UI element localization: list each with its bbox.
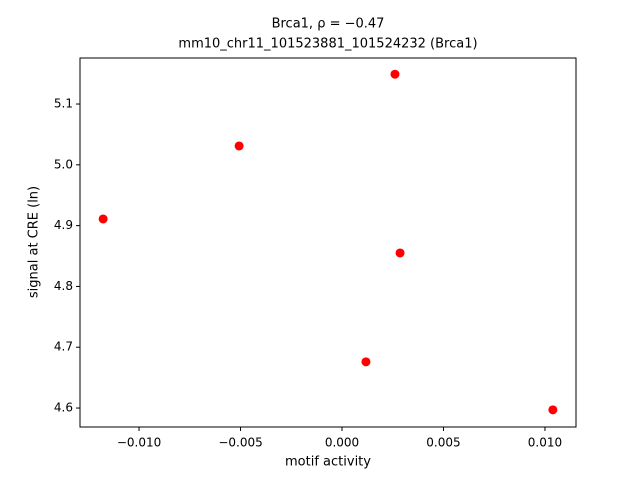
y-tick-label: 5.0 — [54, 157, 73, 171]
y-tick-label: 4.9 — [54, 218, 73, 232]
x-axis-label: motif activity — [285, 455, 371, 470]
x-tick-label: −0.005 — [218, 436, 262, 450]
point — [395, 248, 405, 258]
x-tick-label: −0.010 — [117, 436, 161, 450]
point — [390, 69, 400, 79]
point — [548, 405, 558, 415]
chart-title: Brca1, ρ = −0.47 — [272, 17, 385, 32]
x-tick-label: 0.005 — [426, 436, 460, 450]
y-tick-label: 5.1 — [54, 97, 73, 111]
y-tick-label: 4.8 — [54, 279, 73, 293]
point — [234, 141, 244, 151]
x-tick-label: 0.000 — [325, 436, 359, 450]
y-tick-label: 4.7 — [54, 340, 73, 354]
point — [361, 357, 371, 367]
y-axis-label: signal at CRE (ln) — [27, 186, 42, 298]
plot-frame — [79, 57, 577, 428]
x-tick-label: 0.010 — [528, 436, 562, 450]
y-tick-label: 4.6 — [54, 401, 73, 415]
chart-subtitle: mm10_chr11_101523881_101524232 (Brca1) — [178, 37, 477, 52]
point — [98, 214, 108, 224]
